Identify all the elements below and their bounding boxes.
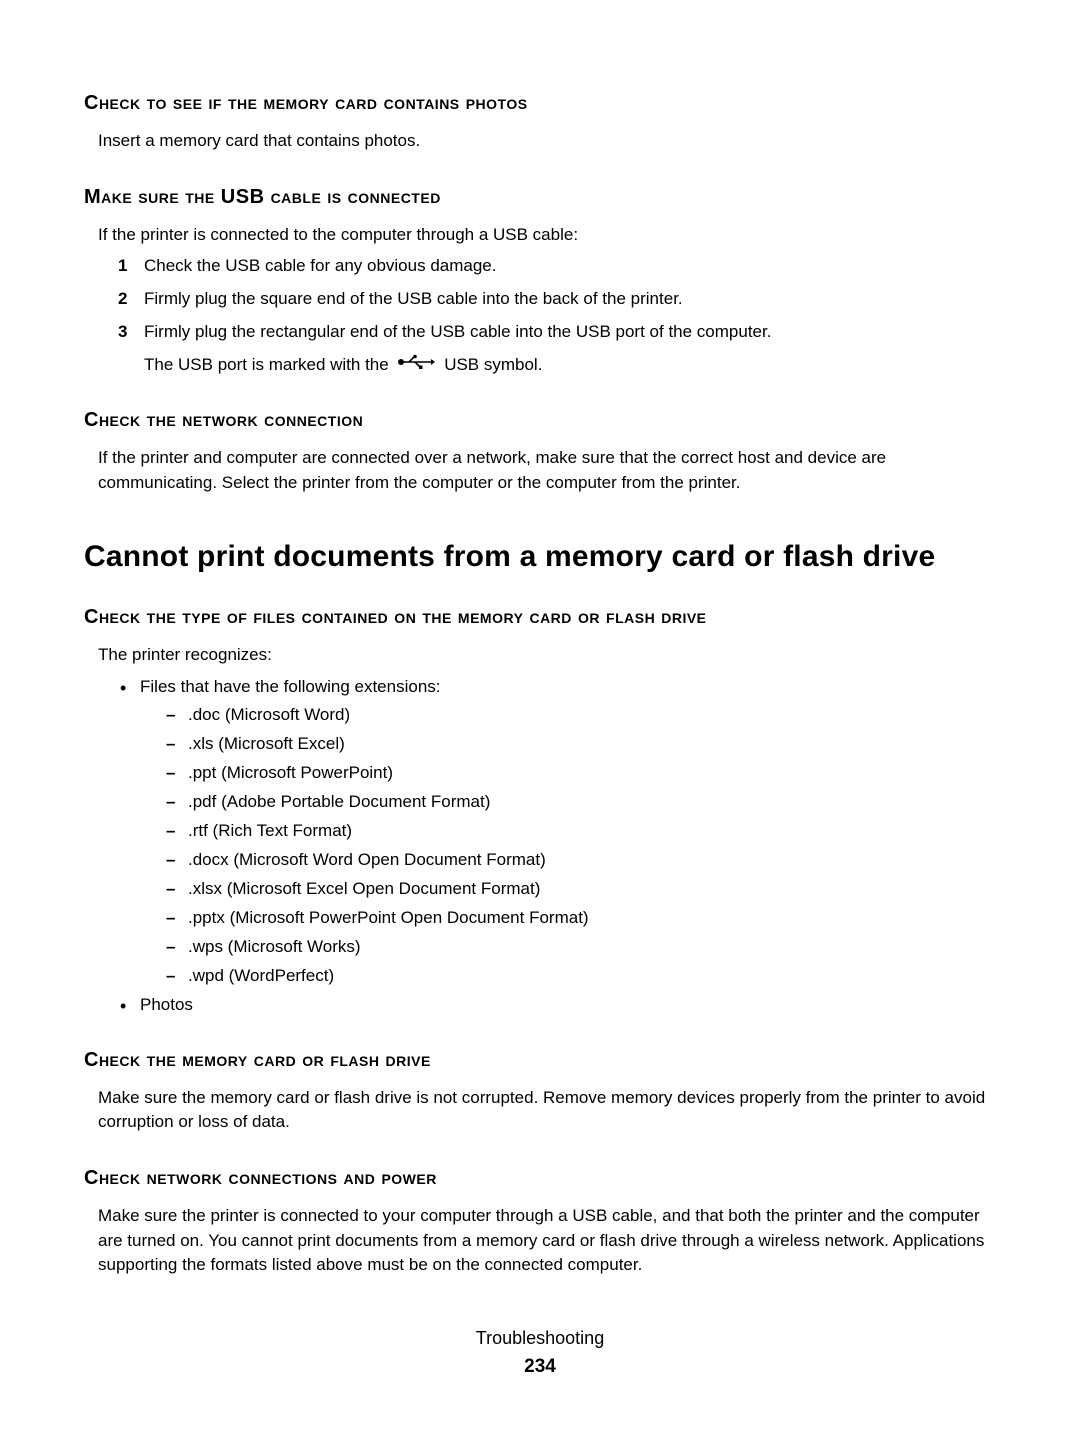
heading-check-memory-photos: Check to see if the memory card contains… [84,90,996,117]
step-text: Firmly plug the rectangular end of the U… [144,321,996,344]
main-heading-cannot-print: Cannot print documents from a memory car… [84,537,996,578]
ext-xls: .xls (Microsoft Excel) [166,733,996,756]
ext-wpd: .wpd (WordPerfect) [166,965,996,988]
heading-check-memory-drive: Check the memory card or flash drive [84,1047,996,1074]
usb-step-3: 3 Firmly plug the rectangular end of the… [118,321,996,344]
body-check-memory-photos: Insert a memory card that contains photo… [98,129,996,154]
page-footer: Troubleshooting 234 [84,1326,996,1380]
list-item-extensions: Files that have the following extensions… [118,676,996,988]
extensions-list: .doc (Microsoft Word) .xls (Microsoft Ex… [166,704,996,987]
usb-step-1: 1 Check the USB cable for any obvious da… [118,255,996,278]
heading-file-types: Check the type of files contained on the… [84,604,996,631]
list-item-photos: Photos [118,994,996,1017]
usb-note-after: USB symbol. [444,355,542,374]
extensions-label: Files that have the following extensions… [140,677,441,696]
step-text: Check the USB cable for any obvious dama… [144,255,996,278]
footer-page-number: 234 [84,1354,996,1380]
ext-rtf: .rtf (Rich Text Format) [166,820,996,843]
step-text: Firmly plug the square end of the USB ca… [144,288,996,311]
body-check-memory-drive: Make sure the memory card or flash drive… [98,1086,996,1135]
heading-network-connection: Check the network connection [84,407,996,434]
ext-ppt: .ppt (Microsoft PowerPoint) [166,762,996,785]
ext-pptx: .pptx (Microsoft PowerPoint Open Documen… [166,907,996,930]
usb-steps-list: 1 Check the USB cable for any obvious da… [118,255,996,344]
body-network-connection: If the printer and computer are connecte… [98,446,996,495]
ext-docx: .docx (Microsoft Word Open Document Form… [166,849,996,872]
ext-xlsx: .xlsx (Microsoft Excel Open Document For… [166,878,996,901]
step-number: 2 [118,288,138,311]
intro-usb-connected: If the printer is connected to the compu… [98,223,996,248]
usb-symbol-note: The USB port is marked with the USB symb… [144,354,996,377]
usb-icon [397,354,435,377]
footer-section-title: Troubleshooting [84,1326,996,1350]
heading-usb-connected: Make sure the USB cable is connected [84,184,996,211]
ext-wps: .wps (Microsoft Works) [166,936,996,959]
usb-step-2: 2 Firmly plug the square end of the USB … [118,288,996,311]
step-number: 1 [118,255,138,278]
usb-note-before: The USB port is marked with the [144,355,389,374]
step-number: 3 [118,321,138,344]
ext-doc: .doc (Microsoft Word) [166,704,996,727]
recognized-list: Files that have the following extensions… [118,676,996,1017]
intro-printer-recognizes: The printer recognizes: [98,643,996,668]
heading-network-power: Check network connections and power [84,1165,996,1192]
ext-pdf: .pdf (Adobe Portable Document Format) [166,791,996,814]
body-network-power: Make sure the printer is connected to yo… [98,1204,996,1278]
